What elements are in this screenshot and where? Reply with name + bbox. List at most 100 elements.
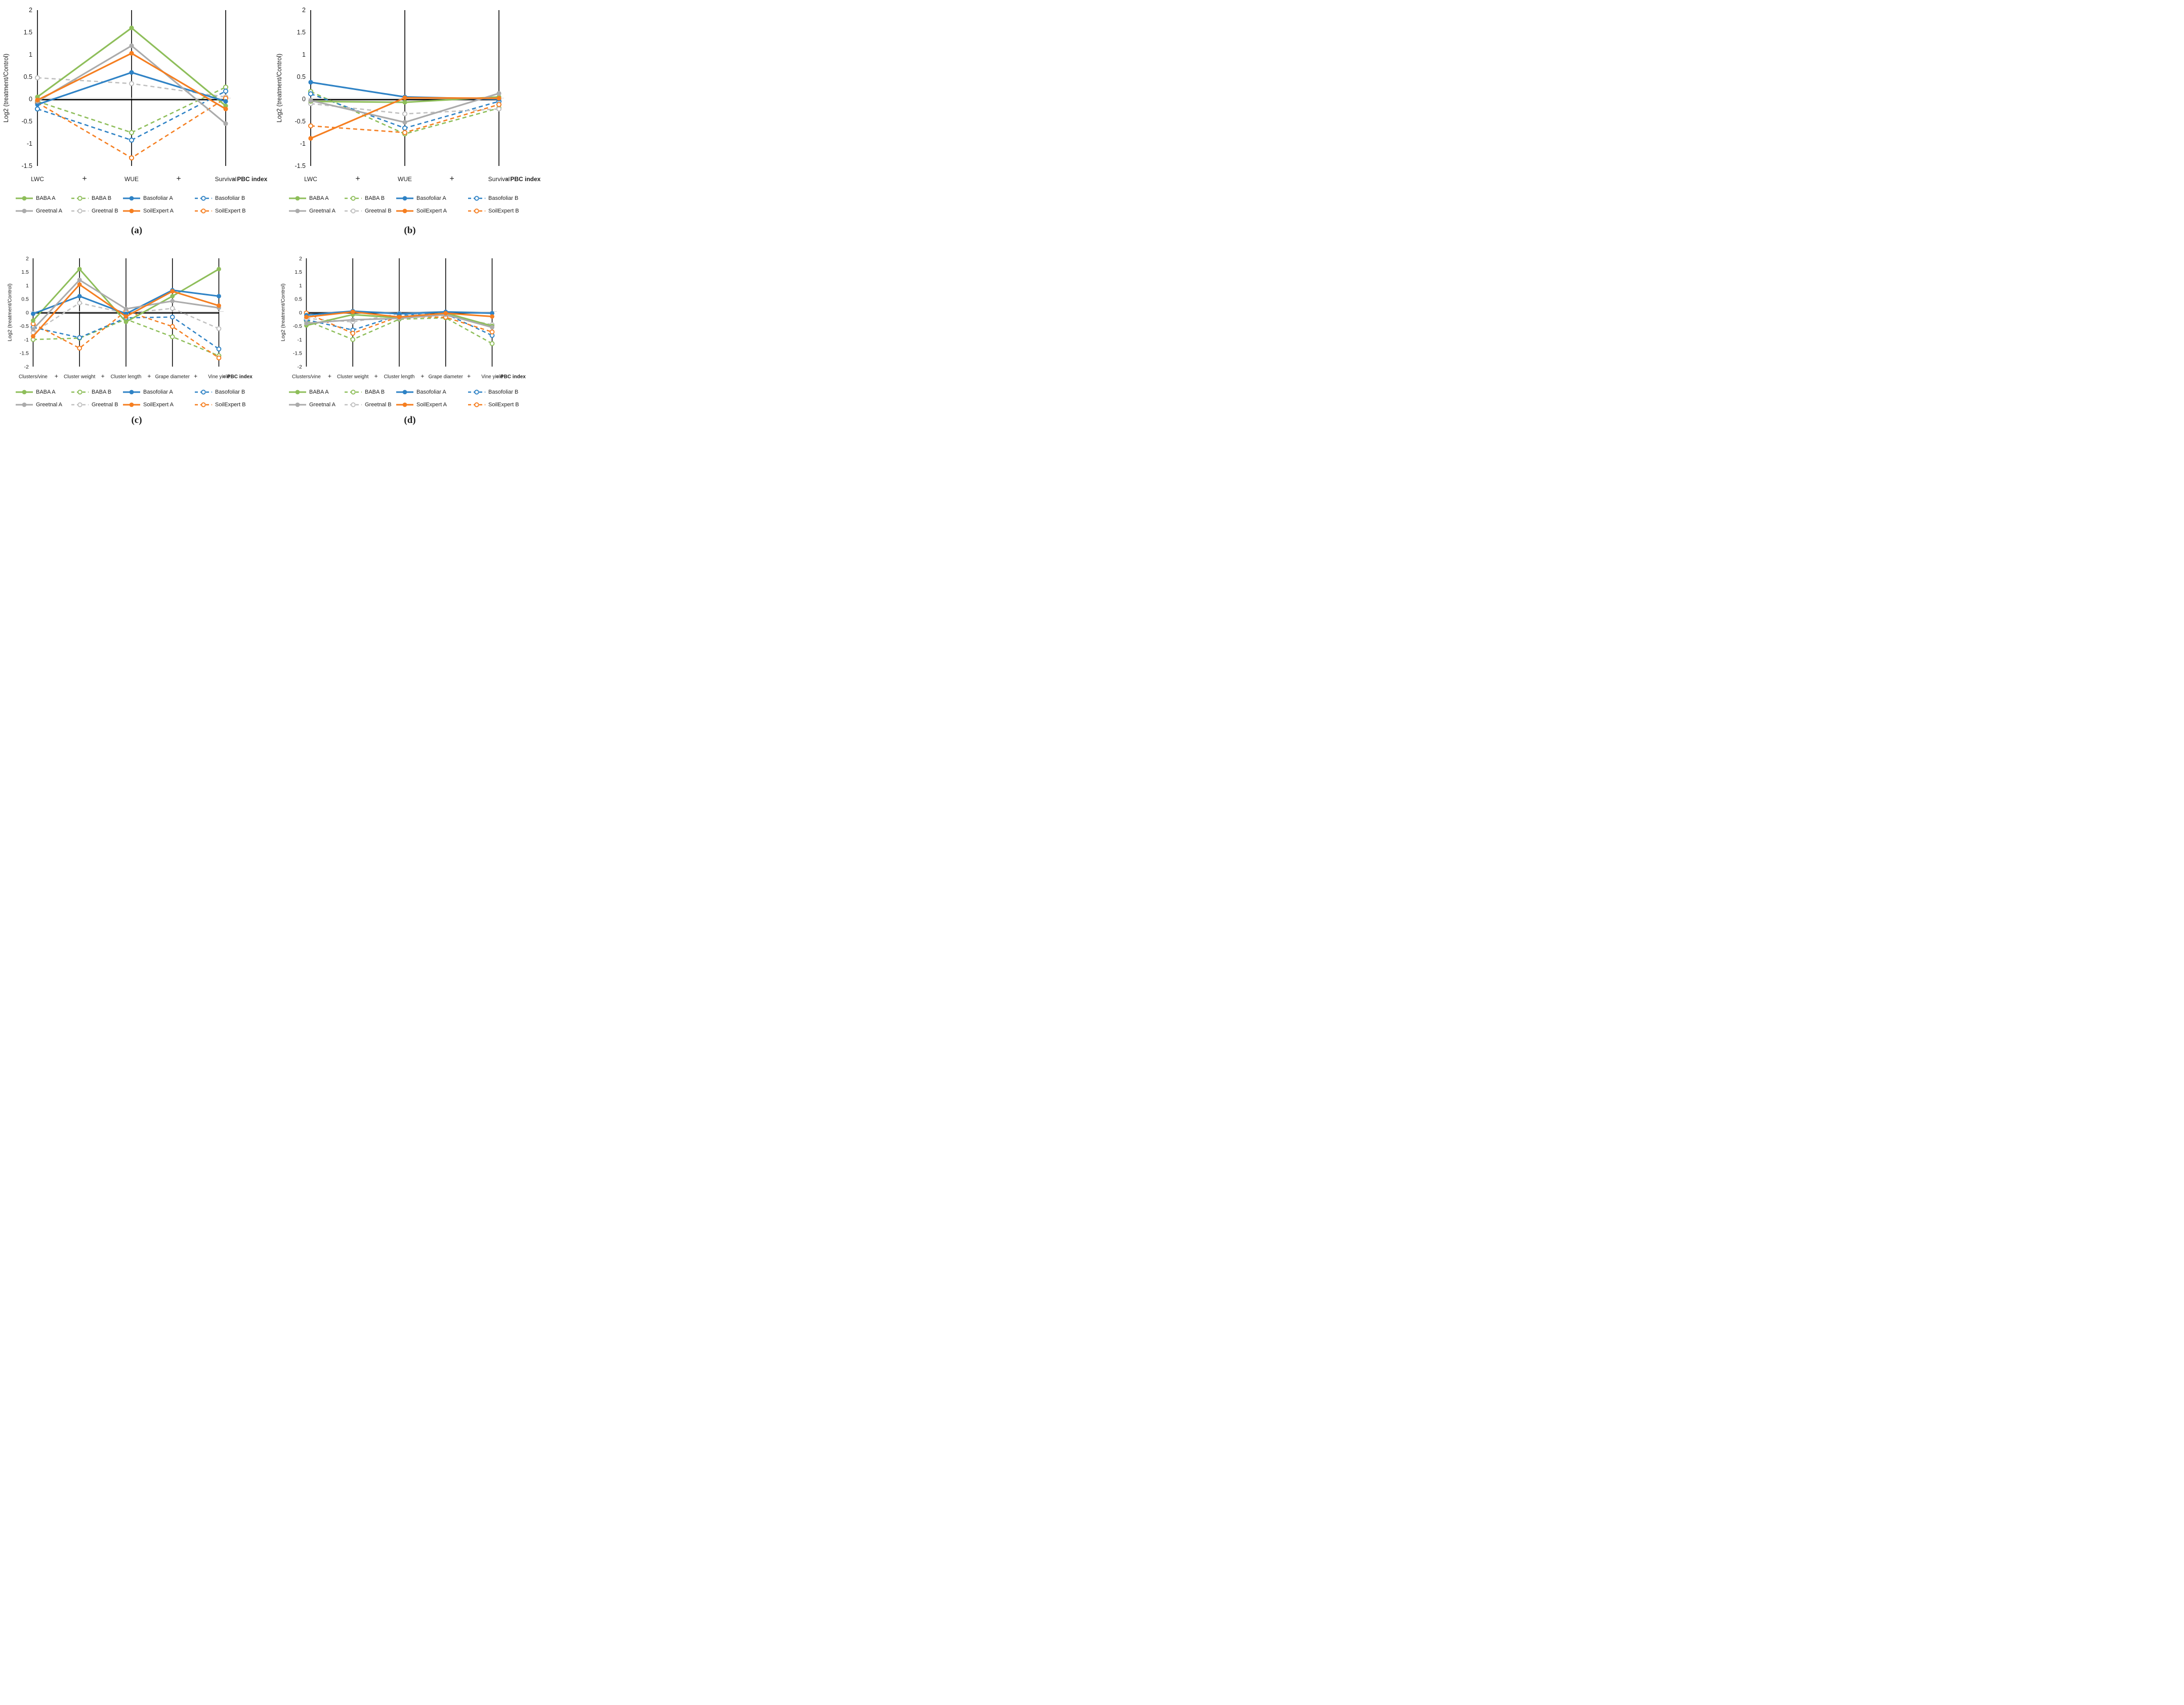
data-point-greetnal-a [77, 277, 82, 282]
legend-item-baba-a: BABA A [288, 389, 341, 395]
data-point-greetnal-b [402, 111, 408, 117]
y-tick-label: 2 [26, 255, 29, 262]
legend-item-soilexpert-b: SoilExpert B [468, 208, 531, 214]
data-point-soilexpert-a [304, 315, 309, 320]
legend-label: SoilExpert A [143, 208, 174, 214]
legend-dashed-line-marker-icon [468, 196, 485, 201]
legend-label: SoilExpert A [143, 402, 174, 408]
legend-item-soilexpert-a: SoilExpert A [122, 208, 191, 214]
data-point-baba-b [489, 341, 495, 346]
legend-dashed-line-marker-icon [468, 390, 485, 395]
plus-sign: + [374, 373, 377, 380]
legend-solid-line-marker-icon [16, 402, 33, 407]
data-point-greetnal-b [216, 326, 222, 331]
caption-c: (c) [131, 415, 142, 425]
x-category-label-survival: Survival [215, 176, 237, 183]
legend-item-soilexpert-b: SoilExpert B [194, 402, 258, 408]
legend-dashed-line-marker-icon [71, 208, 89, 214]
legend-label: BABA B [92, 389, 112, 395]
legend-label: Greetnal B [365, 402, 392, 408]
plus-sign: + [449, 175, 454, 183]
chart-panel-a: Log2 (treatment/Control) 2 1.5 1 0.5 0 -0.5 -1 -… [0, 0, 273, 250]
legend-item-basofoliar-b: Basofoliar B [194, 195, 258, 201]
legend-solid-line-marker-icon [123, 196, 140, 201]
legend-solid-line-marker-icon [396, 390, 413, 395]
legend-label: Greetnal B [365, 208, 392, 214]
plus-sign: + [55, 373, 58, 380]
legend-label: SoilExpert B [215, 208, 246, 214]
data-point-basofoliar-a [31, 311, 35, 316]
legend-item-greetnal-a: Greetnal A [15, 208, 68, 214]
plus-sign: + [176, 175, 181, 183]
data-point-basofoliar-a [223, 99, 228, 104]
legend-item-basofoliar-a: Basofoliar A [396, 195, 465, 201]
legend-dashed-line-marker-icon [71, 402, 89, 407]
y-tick-label: 2 [299, 255, 302, 262]
legend-item-baba-a: BABA A [288, 195, 341, 201]
plus-sign: + [355, 175, 360, 183]
legend-label: Basofoliar B [215, 389, 245, 395]
legend-label: Basofoliar A [416, 195, 446, 201]
y-tick-label: 1.5 [295, 269, 302, 275]
data-point-basofoliar-a [217, 294, 221, 299]
data-point-greetnal-a [304, 321, 309, 326]
data-point-basofoliar-a [308, 79, 313, 85]
data-point-basofoliar-b [308, 91, 314, 97]
legend-label: Greetnal A [36, 208, 62, 214]
y-tick-label: 1 [302, 51, 306, 58]
chart-panel-d: Log2 (treatment/Control) 2 1.5 1 0.5 0 -0.5 -1 -… [273, 250, 547, 426]
legend-item-basofoliar-b: Basofoliar B [468, 195, 531, 201]
legend-item-basofoliar-b: Basofoliar B [194, 389, 258, 395]
chart-a-plot: Log2 (treatment/Control) 2 1.5 1 0.5 0 -0.5 -1 -… [3, 7, 268, 183]
legend-label: BABA B [365, 389, 385, 395]
y-tick-label: -2 [297, 364, 302, 370]
legend-label: Basofoliar A [143, 389, 173, 395]
data-point-basofoliar-a [77, 294, 82, 299]
chart-panel-c: Log2 (treatment/Control) 2 1.5 1 0.5 0 -0.5 -1 -… [0, 250, 273, 426]
data-point-basofoliar-b [129, 137, 135, 143]
y-tick-label: -2 [24, 364, 28, 370]
data-point-basofoliar-b [170, 314, 175, 320]
legend-solid-line-marker-icon [396, 208, 413, 214]
x-category-label-cluster-length: Cluster length [384, 374, 415, 380]
legend-label: Basofoliar B [488, 389, 519, 395]
x-category-label-wue: WUE [398, 176, 412, 183]
legend-chart-d: BABA A BABA B Basofoliar A Basofoliar B Gree… [288, 389, 531, 408]
legend-item-baba-b: BABA B [344, 195, 393, 201]
legend-label: BABA B [92, 195, 112, 201]
data-point-soilexpert-b [489, 329, 495, 334]
y-tick-label: 0 [299, 310, 302, 316]
y-tick-label: -0.5 [295, 118, 306, 125]
x-category-label-grape-diameter: Grape diameter [155, 374, 190, 380]
legend-dashed-line-marker-icon [71, 390, 89, 395]
x-category-label-wue: WUE [124, 176, 139, 183]
pbc-index-label: = PBC index [505, 176, 541, 183]
data-point-baba-a [31, 318, 35, 323]
legend-item-greetnal-a: Greetnal A [288, 208, 341, 214]
y-tick-label: -1.5 [293, 351, 302, 357]
caption-a: (a) [131, 225, 143, 236]
legend-chart-c: BABA A BABA B Basofoliar A Basofoliar B Gree… [15, 389, 258, 408]
y-tick-label: -1.5 [295, 162, 306, 169]
data-point-greetnal-a [308, 98, 313, 103]
data-point-basofoliar-b [34, 106, 40, 112]
data-point-soilexpert-a [402, 95, 407, 100]
legend-item-soilexpert-b: SoilExpert B [468, 402, 531, 408]
legend-dashed-line-marker-icon [195, 402, 212, 407]
legend-label: Basofoliar A [143, 195, 173, 201]
y-tick-label: 1.5 [297, 29, 306, 36]
data-point-basofoliar-b [402, 125, 408, 131]
data-point-soilexpert-b [77, 346, 82, 351]
data-point-soilexpert-b [402, 130, 408, 136]
data-point-soilexpert-b [308, 123, 314, 129]
data-point-baba-a [170, 294, 175, 299]
y-tick-label: -1 [297, 337, 302, 343]
legend-item-greetnal-a: Greetnal A [15, 402, 68, 408]
legend-item-basofoliar-a: Basofoliar A [396, 389, 465, 395]
x-category-label-clusters-vine: Clusters/vine [292, 374, 321, 380]
y-axis-title: Log2 (treatment/Control) [280, 283, 286, 341]
legend-item-basofoliar-a: Basofoliar A [122, 195, 191, 201]
y-tick-label: 0.5 [295, 296, 302, 303]
data-point-soilexpert-a [77, 282, 82, 287]
data-point-soilexpert-a [31, 334, 35, 339]
